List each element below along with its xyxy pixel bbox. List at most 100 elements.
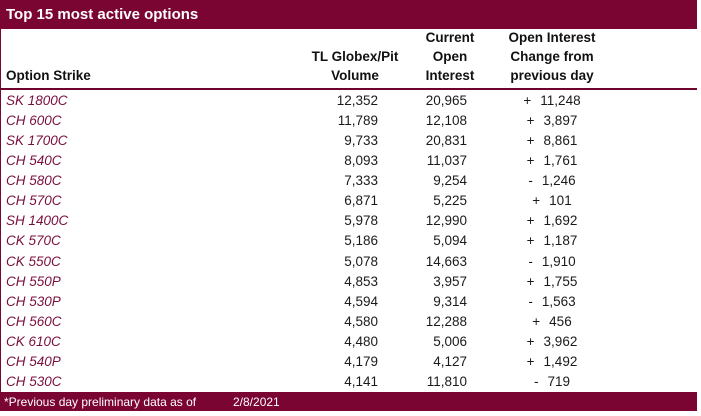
volume-cell: 9,733 [344,132,378,148]
open-interest-cell: 5,006 [433,334,467,350]
change-value: 11,248 [540,92,581,108]
table-row: SK 1800C 12,352 20,965 +11,248 [1,90,697,110]
volume-cell: 5,078 [344,253,378,269]
table-row: CK 570C 5,186 5,094 +1,187 [1,231,697,251]
open-interest-cell: 4,127 [433,354,467,370]
option-strike-cell: SK 1800C [6,92,68,108]
oi-change-cell: +101 [467,193,637,208]
volume-cell: 4,580 [344,314,378,330]
change-sign: + [532,193,541,209]
change-value: 3,962 [543,334,578,350]
table-row: SH 1400C 5,978 12,990 +1,692 [1,211,697,231]
change-value: 1,246 [541,173,576,189]
change-sign: + [526,213,535,229]
option-strike-cell: CH 530P [6,293,61,309]
change-value: 1,692 [543,213,578,229]
oi-change-cell: -719 [467,374,637,389]
volume-cell: 12,352 [336,92,378,108]
table-row: CK 610C 4,480 5,006 +3,962 [1,332,697,352]
open-interest-cell: 12,108 [425,112,467,128]
table-row: CH 580C 7,333 9,254 -1,246 [1,171,697,191]
change-sign: - [528,253,533,269]
open-interest-cell: 12,990 [425,213,467,229]
open-interest-cell: 14,663 [425,253,467,269]
option-strike-cell: CK 550C [6,253,61,269]
oi-change-cell: +1,187 [467,233,637,248]
option-strike-cell: CH 580C [6,173,62,189]
change-value: 8,861 [543,132,578,148]
table-row: CH 540P 4,179 4,127 +1,492 [1,352,697,372]
option-strike-cell: SH 1400C [6,213,69,229]
change-value: 1,761 [543,152,578,168]
change-value: 1,187 [543,233,578,249]
oi-change-cell: +1,692 [467,213,637,228]
oi-change-cell: +1,492 [467,354,637,369]
oi-change-cell: +1,755 [467,274,637,289]
open-interest-cell: 11,810 [426,374,467,390]
footnote-text: *Previous day preliminary data as of [4,394,197,409]
table-row: CH 560C 4,580 12,288 +456 [1,311,697,331]
change-sign: + [526,233,535,249]
change-value: 1,910 [541,253,576,269]
option-strike-cell: SK 1700C [6,132,68,148]
change-sign: + [526,354,535,370]
change-sign: + [526,112,535,128]
open-interest-cell: 9,314 [433,293,467,309]
table-row: CH 540C 8,093 11,037 +1,761 [1,150,697,170]
change-value: 1,492 [543,354,578,370]
report-title-bar: Top 15 most active options [0,0,697,29]
table-row: CH 530P 4,594 9,314 -1,563 [1,291,697,311]
option-strike-cell: CH 540C [6,152,62,168]
change-sign: + [532,314,541,330]
table-row: CK 550C 5,078 14,663 -1,910 [1,251,697,271]
change-sign: + [526,132,535,148]
option-strike-cell: CH 550P [6,273,61,289]
option-strike-cell: CH 530C [6,374,62,390]
table-row: CH 530C 4,141 11,810 -719 [1,372,697,392]
oi-change-cell: +3,962 [467,334,637,349]
open-interest-cell: 20,965 [425,92,467,108]
option-strike-cell: CH 600C [6,112,62,128]
volume-cell: 5,978 [344,213,378,229]
volume-cell: 7,333 [344,173,378,189]
open-interest-cell: 5,225 [433,193,467,209]
change-value: 1,755 [543,273,578,289]
oi-change-cell: +8,861 [467,133,637,148]
column-header-volume: TL Globex/Pit Volume [311,49,399,83]
change-sign: - [533,374,539,390]
column-header-oi-change: Open Interest Change from previous day [508,30,596,83]
option-strike-cell: CK 570C [6,233,61,249]
open-interest-cell: 12,288 [425,314,467,330]
oi-change-cell: -1,910 [467,254,637,269]
oi-change-cell: -1,246 [467,173,637,188]
change-sign: - [528,173,533,189]
option-strike-cell: CH 570C [6,193,62,209]
change-sign: + [523,92,532,108]
change-value: 1,563 [541,293,576,309]
table-row: CH 550P 4,853 3,957 +1,755 [1,271,697,291]
table-header: Option Strike TL Globex/Pit Volume Curre… [0,29,697,90]
table-row: SK 1700C 9,733 20,831 +8,861 [1,130,697,150]
option-strike-cell: CH 560C [6,314,62,330]
volume-cell: 4,853 [344,273,378,289]
table-row: CH 570C 6,871 5,225 +101 [1,191,697,211]
footnote-date: 2/8/2021 [233,394,280,409]
open-interest-cell: 3,957 [433,273,467,289]
change-value: 3,897 [543,112,578,128]
volume-cell: 5,186 [344,233,378,249]
change-sign: - [528,293,533,309]
change-value: 101 [549,193,572,209]
oi-change-cell: +11,248 [467,93,637,108]
change-sign: + [526,273,535,289]
table-row: CH 600C 11,789 12,108 +3,897 [1,110,697,130]
options-table-body: SK 1800C 12,352 20,965 +11,248 CH 600C 1… [0,90,697,392]
oi-change-cell: +3,897 [467,113,637,128]
open-interest-cell: 5,094 [433,233,467,249]
oi-change-cell: +1,761 [467,153,637,168]
change-value: 456 [549,314,572,330]
change-value: 719 [547,374,571,390]
volume-cell: 4,594 [344,293,378,309]
column-header-open-interest: Current Open Interest [425,30,475,83]
option-strike-cell: CK 610C [6,334,61,350]
page-title: Top 15 most active options [6,6,199,23]
